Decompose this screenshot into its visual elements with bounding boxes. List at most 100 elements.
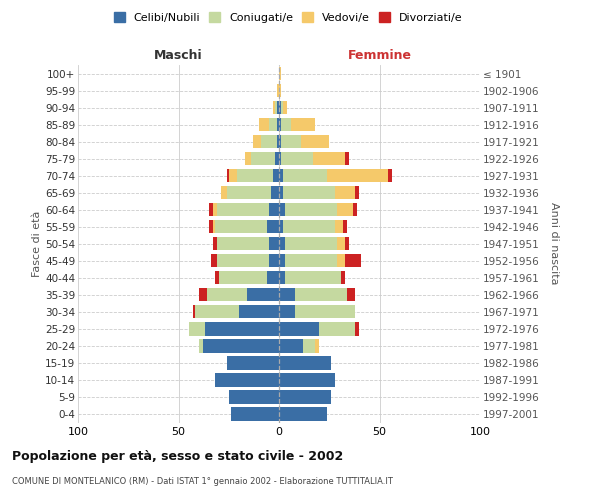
Bar bbox=[215, 374, 279, 386]
Bar bbox=[273, 169, 279, 182]
Bar bbox=[261, 135, 277, 148]
Bar bbox=[279, 169, 283, 182]
Bar bbox=[271, 186, 279, 200]
Bar bbox=[279, 203, 285, 216]
Bar bbox=[231, 408, 279, 420]
Bar bbox=[227, 186, 271, 200]
Bar bbox=[285, 271, 341, 284]
Y-axis label: Fasce di età: Fasce di età bbox=[32, 210, 42, 277]
Bar bbox=[279, 271, 285, 284]
Bar bbox=[217, 237, 269, 250]
Bar bbox=[253, 135, 261, 148]
Bar bbox=[239, 305, 279, 318]
Bar bbox=[221, 186, 227, 200]
Bar bbox=[285, 237, 337, 250]
Bar bbox=[205, 322, 279, 336]
Bar bbox=[199, 340, 203, 352]
Bar bbox=[291, 118, 315, 131]
Bar bbox=[295, 305, 355, 318]
Bar bbox=[279, 152, 281, 166]
Bar bbox=[303, 340, 315, 352]
Bar bbox=[211, 254, 217, 268]
Legend: Celibi/Nubili, Coniugati/e, Vedovi/e, Divorziati/e: Celibi/Nubili, Coniugati/e, Vedovi/e, Di… bbox=[109, 8, 467, 28]
Bar bbox=[215, 271, 218, 284]
Text: Femmine: Femmine bbox=[347, 48, 412, 62]
Bar bbox=[209, 220, 212, 234]
Bar bbox=[346, 152, 349, 166]
Text: Maschi: Maschi bbox=[154, 48, 203, 62]
Bar bbox=[346, 237, 349, 250]
Bar bbox=[194, 305, 239, 318]
Bar bbox=[279, 237, 285, 250]
Bar bbox=[281, 135, 301, 148]
Bar bbox=[218, 271, 267, 284]
Bar bbox=[279, 288, 295, 302]
Bar bbox=[275, 101, 277, 114]
Bar bbox=[283, 169, 327, 182]
Bar bbox=[259, 118, 269, 131]
Bar bbox=[269, 203, 279, 216]
Bar bbox=[227, 169, 229, 182]
Bar bbox=[346, 254, 361, 268]
Bar bbox=[209, 203, 212, 216]
Text: COMUNE DI MONTELANICO (RM) - Dati ISTAT 1° gennaio 2002 - Elaborazione TUTTITALI: COMUNE DI MONTELANICO (RM) - Dati ISTAT … bbox=[12, 478, 393, 486]
Bar bbox=[337, 254, 346, 268]
Text: Popolazione per età, sesso e stato civile - 2002: Popolazione per età, sesso e stato civil… bbox=[12, 450, 343, 463]
Bar bbox=[285, 203, 337, 216]
Bar bbox=[212, 203, 217, 216]
Bar bbox=[215, 220, 267, 234]
Bar bbox=[281, 118, 291, 131]
Bar bbox=[279, 340, 303, 352]
Bar bbox=[279, 84, 281, 97]
Bar bbox=[283, 220, 335, 234]
Bar bbox=[188, 322, 205, 336]
Bar bbox=[283, 186, 335, 200]
Bar bbox=[247, 288, 279, 302]
Bar bbox=[337, 203, 353, 216]
Bar bbox=[199, 288, 206, 302]
Bar bbox=[355, 322, 359, 336]
Bar bbox=[237, 169, 273, 182]
Bar bbox=[245, 152, 251, 166]
Bar bbox=[279, 305, 295, 318]
Bar bbox=[279, 254, 285, 268]
Bar bbox=[279, 390, 331, 404]
Bar bbox=[277, 101, 279, 114]
Bar bbox=[279, 118, 281, 131]
Bar bbox=[279, 67, 281, 80]
Bar bbox=[279, 135, 281, 148]
Bar bbox=[279, 220, 283, 234]
Bar bbox=[343, 220, 347, 234]
Bar bbox=[193, 305, 194, 318]
Bar bbox=[315, 340, 319, 352]
Bar bbox=[327, 169, 388, 182]
Bar bbox=[279, 356, 331, 370]
Bar bbox=[217, 203, 269, 216]
Bar bbox=[295, 288, 347, 302]
Bar bbox=[212, 237, 217, 250]
Bar bbox=[341, 271, 346, 284]
Bar bbox=[229, 390, 279, 404]
Bar bbox=[313, 152, 346, 166]
Bar bbox=[285, 254, 337, 268]
Bar bbox=[217, 254, 269, 268]
Bar bbox=[229, 169, 237, 182]
Bar bbox=[275, 152, 279, 166]
Bar bbox=[281, 101, 283, 114]
Bar bbox=[206, 288, 247, 302]
Bar bbox=[277, 84, 279, 97]
Bar bbox=[267, 271, 279, 284]
Bar bbox=[269, 118, 277, 131]
Bar bbox=[347, 288, 355, 302]
Bar bbox=[269, 254, 279, 268]
Bar bbox=[388, 169, 392, 182]
Bar bbox=[355, 186, 359, 200]
Bar bbox=[319, 322, 355, 336]
Bar bbox=[267, 220, 279, 234]
Bar bbox=[279, 322, 319, 336]
Bar bbox=[281, 152, 313, 166]
Bar bbox=[337, 237, 346, 250]
Bar bbox=[203, 340, 279, 352]
Bar bbox=[277, 135, 279, 148]
Bar bbox=[277, 118, 279, 131]
